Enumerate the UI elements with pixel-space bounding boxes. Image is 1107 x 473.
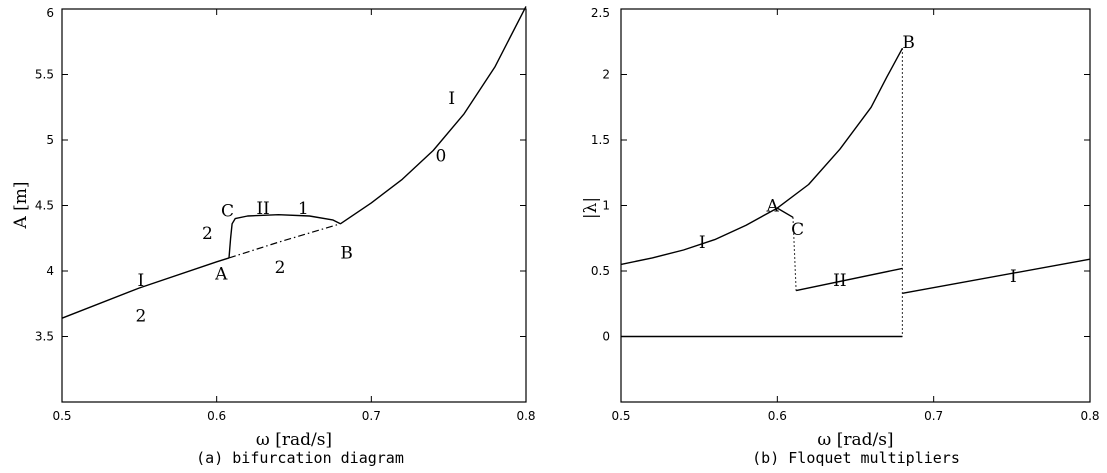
series-line-1 [620, 207, 794, 266]
curve-annotation: B [902, 33, 915, 53]
y-tick-label: 2 [602, 68, 610, 82]
plot-frame [61, 8, 527, 403]
curve-annotation: 2 [202, 224, 213, 244]
y-tick-label: 1.5 [591, 133, 610, 147]
chart-panel-2: 0.5 0.6 0.7 0.8 0 0.5 1 1.5 2 2.5 ω [rad/s] |λ| I AC B… [581, 6, 1100, 467]
series-line-3 [792, 217, 797, 291]
y-tick-label: 1 [602, 199, 610, 213]
curve-annotation: I [138, 271, 145, 291]
curve-annotation: I [699, 233, 706, 253]
series-line-4 [795, 267, 903, 292]
x-axis-label: ω [rad/s] [256, 430, 332, 450]
series-line-4 [340, 6, 527, 225]
series-line-7 [902, 258, 1091, 294]
x-tick-label: 0.5 [52, 409, 71, 423]
x-tick-label: 0.6 [207, 409, 226, 423]
curve-annotation: 0 [436, 147, 447, 167]
curve-annotation: A [766, 197, 780, 217]
curve-annotation: 2 [135, 307, 146, 327]
y-tick-label: 4.5 [35, 199, 54, 213]
x-tick-label: 0.6 [768, 409, 787, 423]
chart-panel-1: 0.5 0.6 0.7 0.8 3.5 4 4.5 5 5.5 6 ω [rad/s] A [m] I 2… [11, 6, 536, 467]
x-axis-label: ω [rad/s] [817, 430, 893, 450]
curve-annotation: I [1010, 267, 1017, 287]
figure-caption: (a) bifurcation diagram [196, 449, 404, 467]
x-tick-label: 0.7 [924, 409, 943, 423]
x-tick-label: 0.7 [362, 409, 381, 423]
x-tick-label: 0.5 [611, 409, 630, 423]
curve-annotation: C [791, 220, 804, 240]
x-tick-label: 0.8 [516, 409, 535, 423]
series-line-2 [228, 223, 341, 259]
curve-annotation: II [256, 199, 269, 219]
y-tick-label: 0 [602, 330, 610, 344]
y-tick-label: 2.5 [591, 6, 610, 20]
series-line-1 [61, 257, 230, 319]
y-axis-label: A [m] [11, 181, 31, 229]
x-tick-label: 0.8 [1080, 409, 1099, 423]
y-tick-label: 6 [46, 6, 54, 20]
series-line-3 [228, 213, 341, 258]
plot-frame [620, 8, 1091, 403]
curve-annotation: C [221, 202, 234, 222]
curve-annotation: 1 [298, 199, 309, 219]
figure-caption: (b) Floquet multipliers [752, 449, 960, 467]
curve-annotation: 2 [275, 258, 286, 278]
curve-annotation: II [833, 271, 846, 291]
y-tick-label: 5 [46, 133, 54, 147]
series-line-2 [776, 47, 904, 209]
curve-annotation: I [448, 89, 455, 109]
y-axis-label: |λ| [581, 197, 601, 219]
y-tick-label: 5.5 [35, 68, 54, 82]
y-tick-label: 4 [46, 264, 54, 278]
y-tick-label: 0.5 [591, 264, 610, 278]
y-tick-label: 3.5 [35, 330, 54, 344]
curve-annotation: B [340, 244, 353, 264]
curve-annotation: A [214, 265, 228, 285]
